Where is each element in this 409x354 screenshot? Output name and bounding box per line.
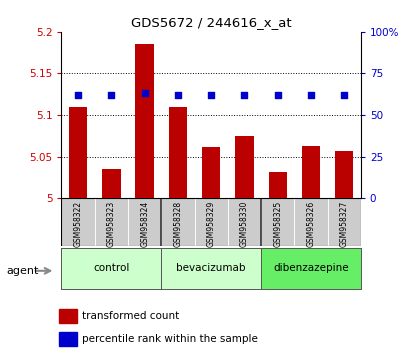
Bar — [227, 198, 261, 246]
Text: GSM958327: GSM958327 — [339, 201, 348, 247]
Text: GSM958324: GSM958324 — [140, 201, 149, 247]
Text: dibenzazepine: dibenzazepine — [272, 263, 348, 273]
Bar — [301, 146, 319, 198]
Bar — [128, 198, 161, 246]
Bar — [69, 107, 87, 198]
Bar — [59, 332, 77, 346]
Bar — [268, 172, 286, 198]
Bar — [334, 151, 353, 198]
Title: GDS5672 / 244616_x_at: GDS5672 / 244616_x_at — [130, 16, 291, 29]
Bar — [94, 198, 128, 246]
Text: agent: agent — [6, 266, 38, 276]
Point — [75, 92, 81, 98]
Bar — [202, 147, 220, 198]
Point — [108, 92, 115, 98]
Text: GSM958329: GSM958329 — [206, 201, 215, 247]
Bar — [327, 198, 360, 246]
Text: GSM958330: GSM958330 — [239, 201, 248, 247]
Text: transformed count: transformed count — [82, 311, 179, 321]
Text: GSM958325: GSM958325 — [272, 201, 281, 247]
Point — [174, 92, 181, 98]
Text: GSM958323: GSM958323 — [107, 201, 116, 247]
Point — [307, 92, 313, 98]
Point — [240, 92, 247, 98]
Text: GSM958326: GSM958326 — [306, 201, 315, 247]
Text: percentile rank within the sample: percentile rank within the sample — [82, 334, 257, 344]
Bar — [294, 198, 327, 246]
Text: control: control — [93, 263, 129, 273]
Point — [340, 92, 346, 98]
Point — [141, 91, 148, 96]
Bar — [161, 198, 194, 246]
Text: bevacizumab: bevacizumab — [176, 263, 245, 273]
Text: GSM958328: GSM958328 — [173, 201, 182, 247]
Bar — [261, 198, 294, 246]
Bar — [61, 198, 94, 246]
Bar — [135, 44, 153, 198]
Point — [207, 92, 214, 98]
Bar — [194, 198, 227, 246]
Bar — [102, 169, 120, 198]
Bar — [169, 107, 187, 198]
Bar — [59, 309, 77, 323]
Point — [274, 92, 280, 98]
Text: GSM958322: GSM958322 — [74, 201, 83, 247]
Bar — [235, 136, 253, 198]
